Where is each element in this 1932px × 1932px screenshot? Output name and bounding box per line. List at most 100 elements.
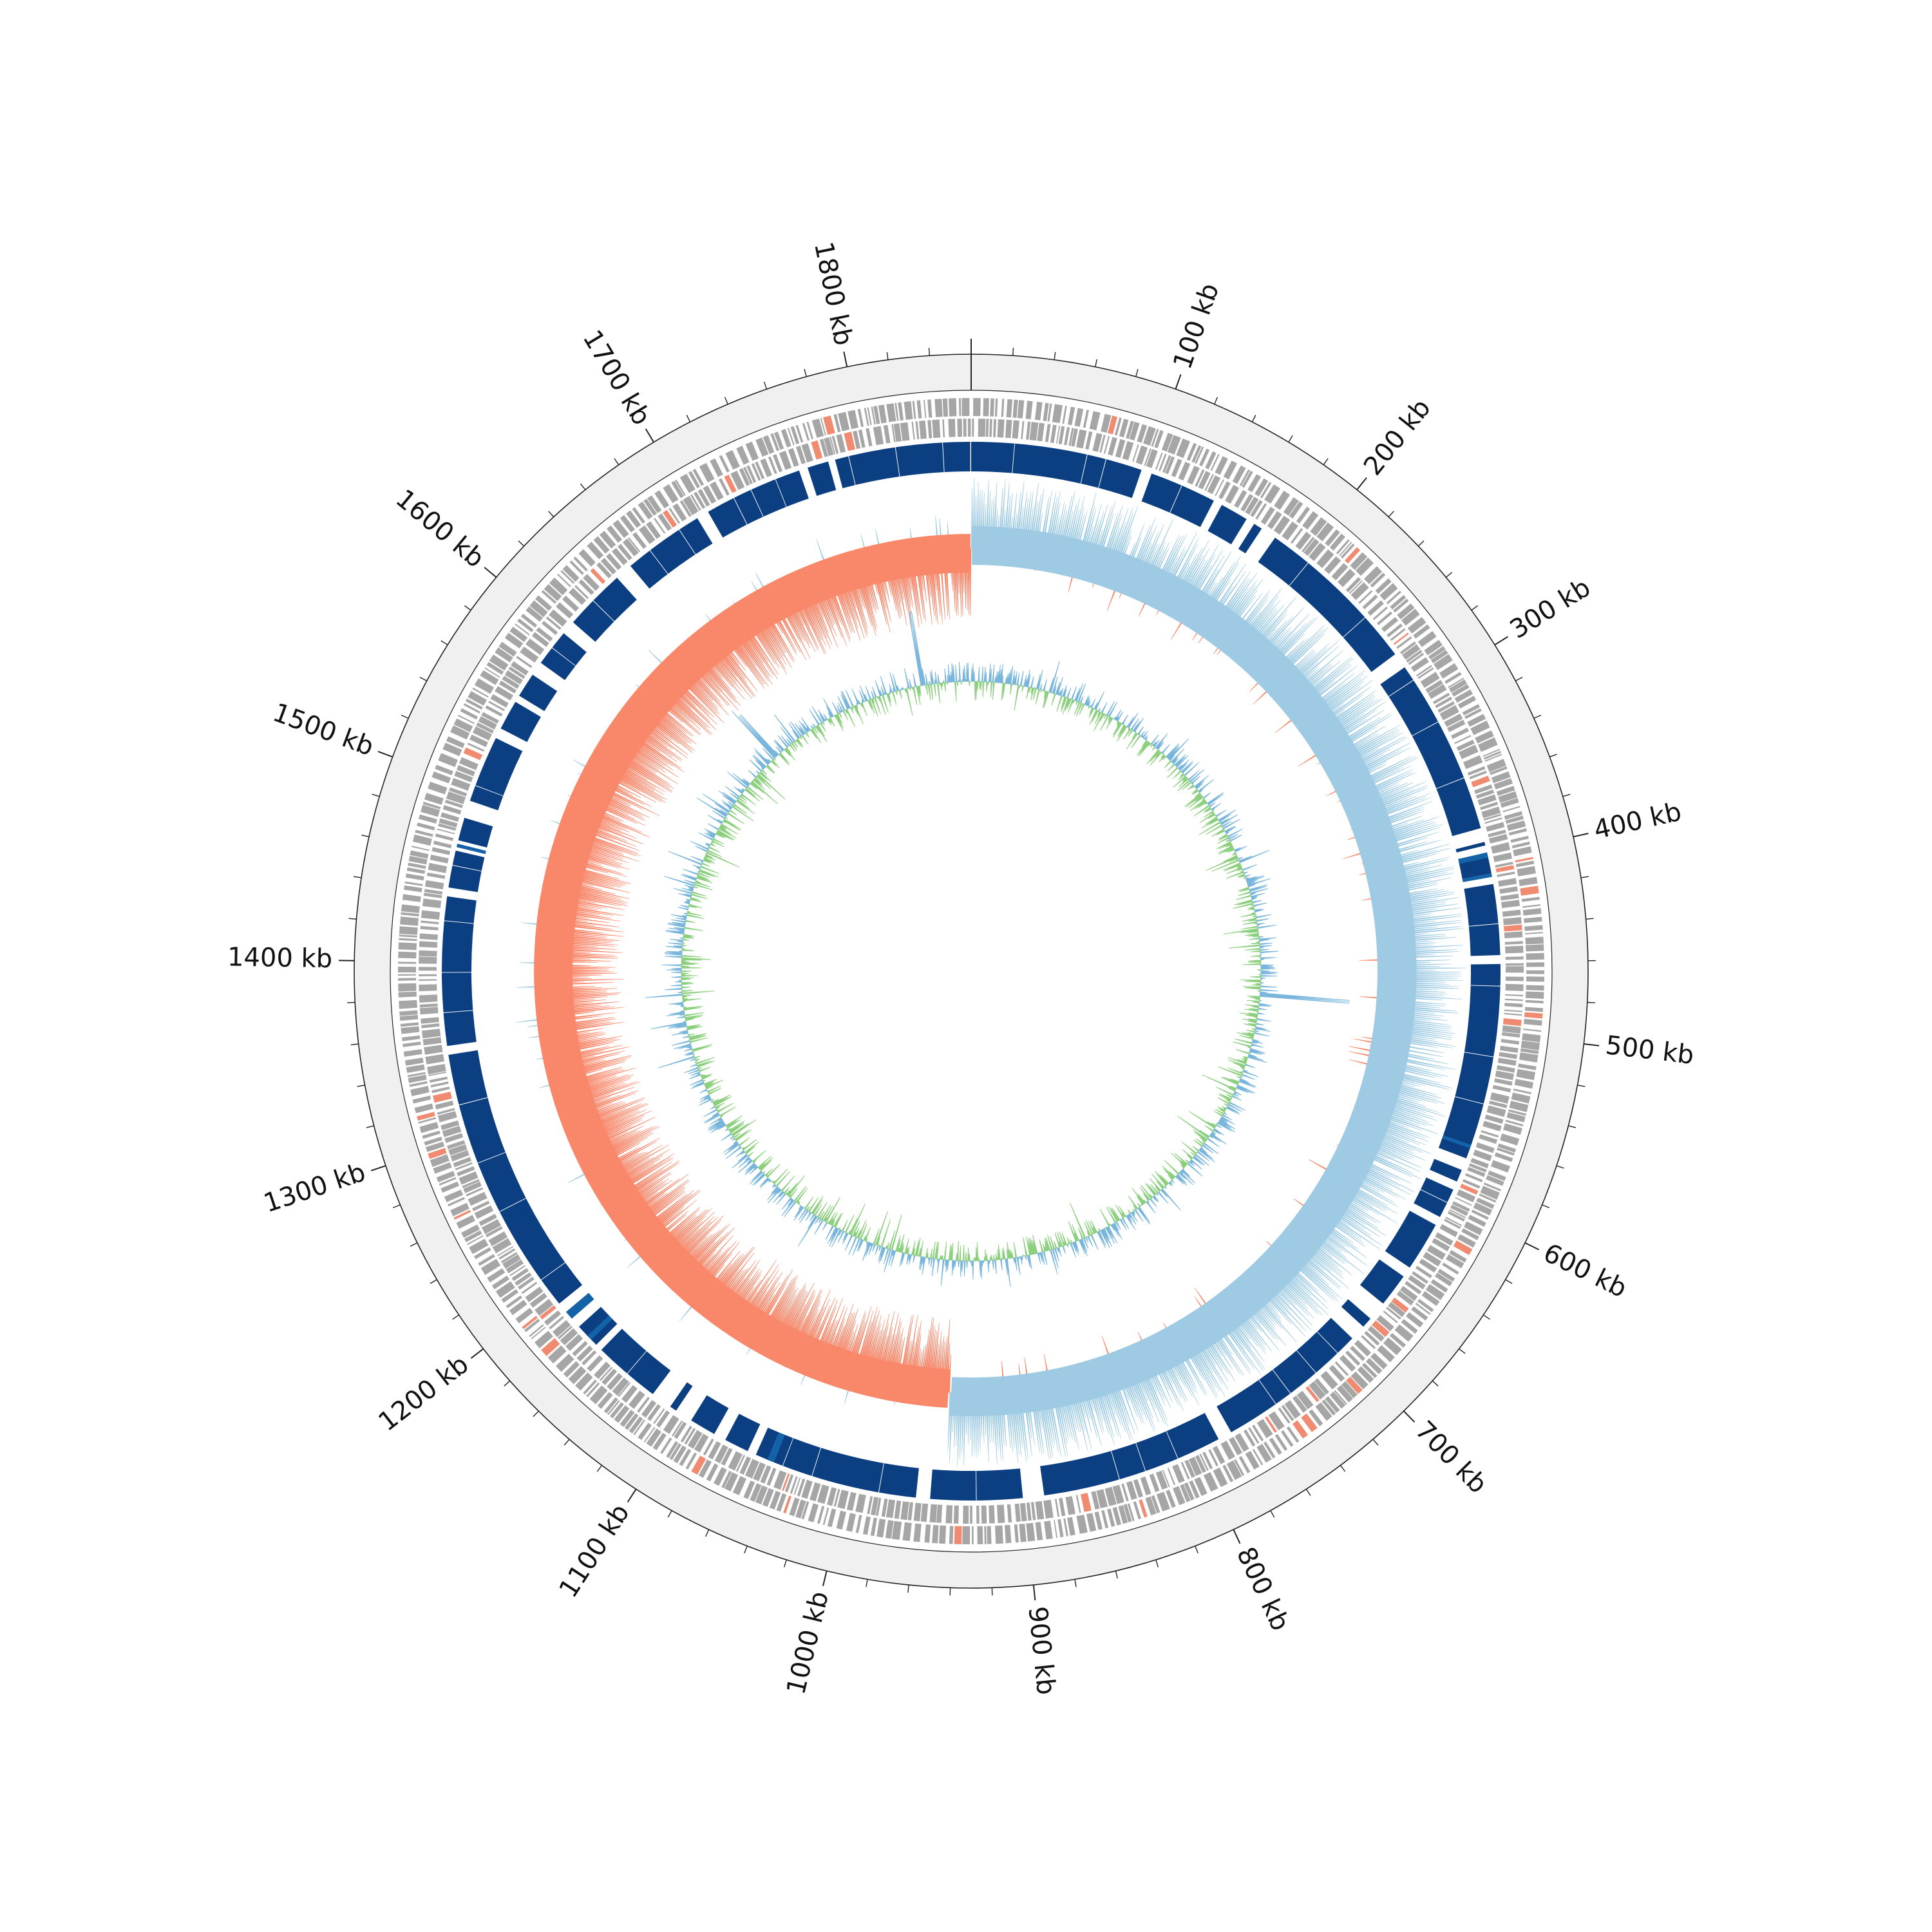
gene-feature [1478, 737, 1498, 752]
gene-feature [801, 443, 813, 463]
gene-feature [1367, 1325, 1385, 1342]
gene-feature [801, 1479, 813, 1499]
gene-feature [898, 402, 904, 421]
block-segment [1385, 1211, 1436, 1268]
gene-feature [949, 1526, 954, 1544]
gene-feature [694, 1434, 709, 1453]
gene-feature [1446, 1254, 1464, 1269]
gene-feature [1405, 1281, 1422, 1294]
gene-feature [502, 1254, 521, 1269]
gene-feature [1471, 1209, 1489, 1220]
gene-feature [403, 1049, 422, 1057]
gene-feature [963, 1505, 969, 1524]
gene-feature [433, 1162, 452, 1174]
gene-feature [549, 1316, 564, 1330]
gene-feature [857, 408, 864, 428]
gene-feature [739, 1456, 752, 1475]
block-segment [808, 461, 837, 496]
gene-feature [1413, 624, 1430, 639]
gene-feature [1107, 1508, 1115, 1527]
gene-feature [1112, 1506, 1121, 1526]
gene-feature [525, 1286, 544, 1303]
gene-feature [1396, 1291, 1414, 1306]
gene-feature [1154, 430, 1164, 448]
gene-feature [586, 1382, 600, 1397]
gene-feature [1517, 866, 1536, 876]
gene-feature [1501, 900, 1520, 908]
gene-feature [1321, 1399, 1336, 1416]
block-segment [458, 817, 493, 848]
gene-feature [1184, 1482, 1195, 1501]
gene-feature [1119, 419, 1129, 438]
gene-feature [1452, 684, 1470, 697]
gene-feature [1252, 1425, 1264, 1441]
gene-feature [1274, 491, 1291, 510]
gene-feature [1526, 970, 1545, 974]
gene-feature [1491, 842, 1510, 854]
gene-feature [468, 1191, 488, 1206]
gene-feature [1336, 1385, 1353, 1403]
gene-feature [1252, 1448, 1264, 1466]
gene-feature [1265, 1416, 1277, 1433]
gene-feature [421, 910, 440, 920]
gene-feature [422, 1037, 442, 1046]
gene-feature [1521, 896, 1540, 902]
gene-feature [743, 466, 753, 484]
gene-feature [420, 925, 439, 931]
gene-feature [1396, 636, 1412, 649]
block-segment [630, 518, 713, 589]
gene-feature [1506, 966, 1524, 973]
gene-feature [1339, 542, 1352, 556]
gene-feature [1447, 719, 1466, 732]
gene-feature [997, 1504, 1005, 1523]
gene-feature [846, 1513, 856, 1532]
gene-feature [401, 912, 419, 917]
major-tick [645, 428, 654, 443]
gene-feature [417, 1112, 435, 1121]
gene-feature [760, 458, 772, 477]
gene-feature [508, 666, 526, 679]
gene-feature [1305, 1386, 1320, 1403]
gene-feature [1417, 630, 1437, 647]
gene-feature [871, 406, 876, 425]
gene-feature [430, 1154, 450, 1168]
gene-feature [404, 1057, 424, 1066]
gene-feature [428, 1148, 447, 1159]
gene-feature [589, 1385, 608, 1405]
gene-feature [478, 716, 497, 730]
gene-feature [1504, 1009, 1522, 1012]
minor-tick [430, 1279, 437, 1284]
gene-feature [1099, 435, 1106, 453]
gene-feature [1386, 1307, 1401, 1320]
gc-skew-track [515, 477, 1466, 1466]
gene-feature [633, 1419, 645, 1435]
minor-tick [464, 605, 471, 611]
block-ring [441, 441, 1501, 1501]
gene-feature [459, 757, 478, 770]
gene-feature [900, 422, 910, 441]
gene-feature [1284, 1400, 1301, 1419]
gene-feature [976, 1505, 980, 1524]
block-separator [775, 479, 787, 507]
gene-feature [1417, 1298, 1434, 1312]
gene-feature [1508, 1109, 1526, 1116]
block-segment [500, 701, 541, 743]
gene-feature [431, 1086, 450, 1094]
gene-feature [419, 956, 437, 964]
gene-feature [1505, 956, 1524, 960]
gene-feature [1519, 876, 1538, 886]
block-separator [1170, 485, 1182, 513]
block-segment [1217, 1318, 1352, 1432]
gene-feature [1208, 1449, 1218, 1466]
gene-feature [410, 850, 429, 859]
gene-feature [498, 1248, 516, 1260]
gene-feature [1064, 427, 1070, 446]
gene-feature [1281, 1405, 1294, 1421]
gene-feature [972, 1526, 974, 1545]
feature-ring [397, 398, 1545, 1545]
gene-feature [1470, 720, 1490, 735]
gene-feature [886, 1499, 896, 1519]
block-separator [443, 1010, 473, 1013]
block-accent [767, 1432, 785, 1463]
gene-feature [1504, 811, 1523, 820]
